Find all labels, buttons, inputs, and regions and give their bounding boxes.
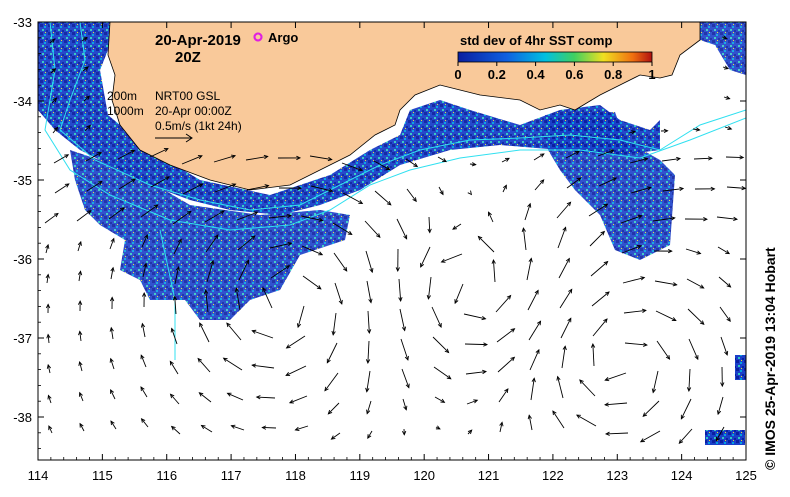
x-tick-label: 116 [156,468,177,483]
y-tick-label: -33 [13,15,32,30]
colorbar-tick-label: 0.2 [488,67,506,82]
sst-patch-southeast-2 [705,430,745,445]
x-tick-label: 122 [542,468,564,483]
y-tick-label: -37 [13,331,32,346]
depth-1000-label: 1000m [107,104,144,118]
x-tick-label: 120 [413,468,435,483]
current-arrow-shaft [726,157,743,158]
sst-patch-southeast [735,355,746,380]
credit-text: © IMOS 25-Apr-2019 13:04 Hobart [762,247,778,470]
y-tick-label: -35 [13,173,32,188]
scale-label: 0.5m/s (1kt 24h) [155,119,242,133]
argo-legend-label: Argo [268,30,298,45]
product-time-label: 20-Apr 00:00Z [155,104,232,118]
x-tick-label: 114 [28,468,49,483]
y-tick-label: -38 [13,410,32,425]
colorbar-tick-label: 0 [454,67,461,82]
title-date: 20-Apr-2019 [155,32,241,49]
colorbar-tick-label: 0.8 [604,67,622,82]
current-arrow-shaft [262,427,276,428]
x-tick-label: 125 [735,468,757,483]
title-time: 20Z [175,49,201,66]
x-tick-label: 119 [349,468,370,483]
x-tick-label: 124 [671,468,693,483]
x-tick-label: 117 [221,468,242,483]
y-tick-label: -34 [13,94,32,109]
product-label: NRT00 GSL [155,89,220,103]
depth-200-label: 200m [107,89,137,103]
x-tick-label: 123 [606,468,628,483]
colorbar [458,52,652,62]
colorbar-tick-label: 0.4 [527,67,546,82]
y-tick-label: -36 [13,252,32,267]
colorbar-tick-label: 1 [648,67,655,82]
current-arrow-shaft [465,344,487,345]
x-tick-label: 118 [285,468,306,483]
colorbar-title: std dev of 4hr SST comp [460,33,612,48]
colorbar-tick-label: 0.6 [565,67,583,82]
x-tick-label: 115 [92,468,113,483]
x-tick-label: 121 [478,468,500,483]
